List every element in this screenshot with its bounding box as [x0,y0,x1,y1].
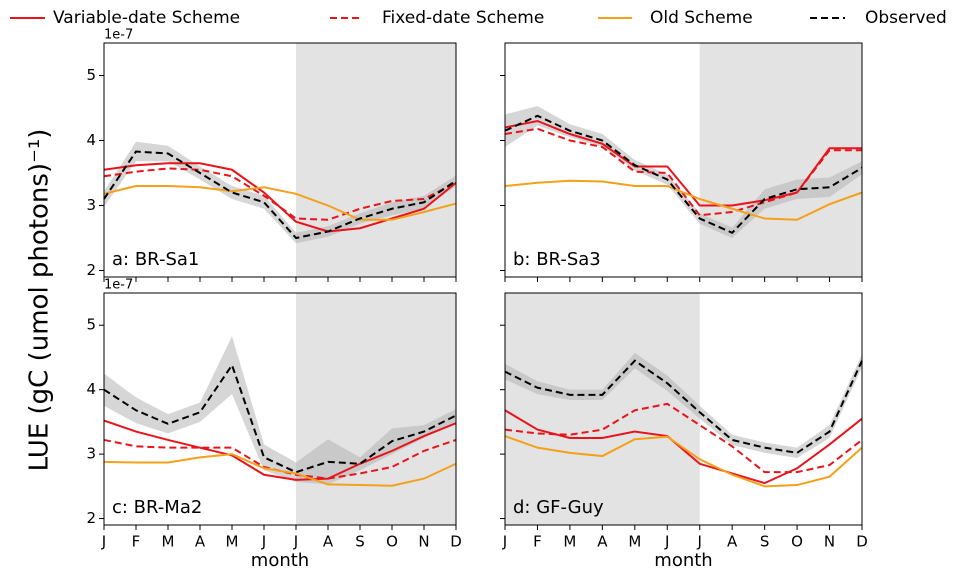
series-line [103,362,457,474]
series-line [103,162,457,233]
x-tick-label: F [132,533,141,551]
y-tick-label: 2 [86,509,96,527]
series-line [504,409,863,485]
y-tick-label: 2 [86,261,96,279]
legend-label: Variable-date Scheme [53,8,240,28]
panel: J F M A M J J A S O N Dd: GF-Guy month [500,292,868,571]
x-tick-label: J [101,533,106,551]
y-tick-label: 5 [86,316,96,334]
series-line [103,167,457,221]
uncertainty-band [104,336,456,485]
x-tick-label: J [697,533,702,551]
x-tick-label: J [293,533,298,551]
x-tick-label: D [856,533,868,551]
series-line [103,453,457,487]
panel-label: d: GF-Guy [513,497,604,518]
series-line [504,435,863,488]
y-tick-label: 3 [86,445,96,463]
x-tick-label: O [791,533,803,551]
offset-text: 1e-7 [104,28,133,43]
panel: 2 3 4 5 J F M A M J J A S O N Dc: BR-Ma2 1e-7 month [86,278,462,572]
series-line [103,419,457,481]
series-line [504,114,863,234]
x-tick-label: M [162,533,175,551]
x-tick-label: M [628,533,641,551]
y-tick-label: 5 [86,66,96,84]
shaded-region [699,43,862,277]
series-line [504,359,863,454]
x-tick-label: D [450,533,462,551]
y-axis-label: LUE (gC (umol photons)⁻¹) [25,129,55,472]
offset-text: 1e-7 [104,278,133,293]
axes-frame [103,42,457,278]
x-tick-label: A [727,533,738,551]
series-line [103,150,457,240]
panel: b: BR-Sa3 [500,42,863,282]
panel: 2 3 4 5 a: BR-Sa1 1e-7 [86,28,457,282]
x-tick-label: A [597,533,608,551]
x-tick-label: J [261,533,266,551]
axes-frame [504,292,863,526]
series-line [103,185,457,221]
shaded-region [296,293,456,525]
y-tick-label: 4 [86,380,96,398]
x-tick-label: S [355,533,365,551]
panel-label: a: BR-Sa1 [112,249,199,270]
uncertainty-band [505,106,862,238]
x-tick-label: N [824,533,835,551]
x-tick-label: F [533,533,542,551]
x-tick-label: M [563,533,576,551]
x-tick-label: J [502,533,507,551]
shaded-region [505,293,700,525]
legend-label: Old Scheme [650,8,753,28]
x-axis-label: month [251,550,309,569]
series-line [504,127,862,217]
x-tick-label: A [195,533,206,551]
axes-frame [504,42,863,278]
panel-label: b: BR-Sa3 [513,249,601,270]
x-tick-label: A [323,533,334,551]
series-line [504,402,863,474]
x-tick-label: O [386,533,398,551]
x-tick-label: J [664,533,669,551]
y-tick-label: 3 [86,196,96,214]
x-tick-label: M [226,533,239,551]
x-tick-label: N [418,533,429,551]
x-axis-label: month [654,550,712,569]
legend-label: Observed [865,8,947,28]
shaded-region [296,43,456,277]
series-line [504,179,863,221]
x-tick-label: S [760,533,770,551]
axes-frame [103,292,457,526]
y-tick-label: 4 [86,131,96,149]
panel-label: c: BR-Ma2 [112,497,202,518]
legend-label: Fixed-date Scheme [382,8,544,28]
